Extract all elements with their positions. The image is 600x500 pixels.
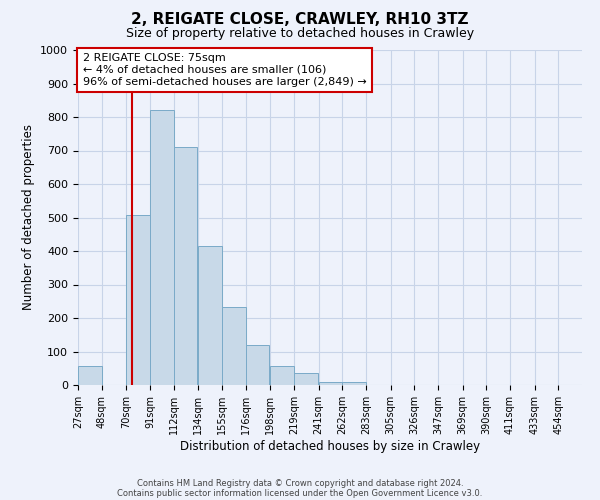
Bar	[173, 147, 197, 385]
Bar	[271, 366, 294, 385]
Text: Contains HM Land Registry data © Crown copyright and database right 2024.: Contains HM Land Registry data © Crown c…	[137, 478, 463, 488]
Bar	[222, 308, 245, 385]
Bar	[127, 215, 150, 385]
Bar	[319, 382, 343, 385]
Bar	[294, 374, 317, 385]
Bar	[343, 382, 366, 385]
Y-axis label: Number of detached properties: Number of detached properties	[22, 124, 35, 310]
Bar	[199, 246, 222, 385]
X-axis label: Distribution of detached houses by size in Crawley: Distribution of detached houses by size …	[180, 440, 480, 452]
Text: 2 REIGATE CLOSE: 75sqm
← 4% of detached houses are smaller (106)
96% of semi-det: 2 REIGATE CLOSE: 75sqm ← 4% of detached …	[83, 54, 367, 86]
Bar	[245, 346, 269, 385]
Text: Size of property relative to detached houses in Crawley: Size of property relative to detached ho…	[126, 28, 474, 40]
Bar	[150, 110, 173, 385]
Text: 2, REIGATE CLOSE, CRAWLEY, RH10 3TZ: 2, REIGATE CLOSE, CRAWLEY, RH10 3TZ	[131, 12, 469, 28]
Bar	[78, 366, 101, 385]
Text: Contains public sector information licensed under the Open Government Licence v3: Contains public sector information licen…	[118, 488, 482, 498]
